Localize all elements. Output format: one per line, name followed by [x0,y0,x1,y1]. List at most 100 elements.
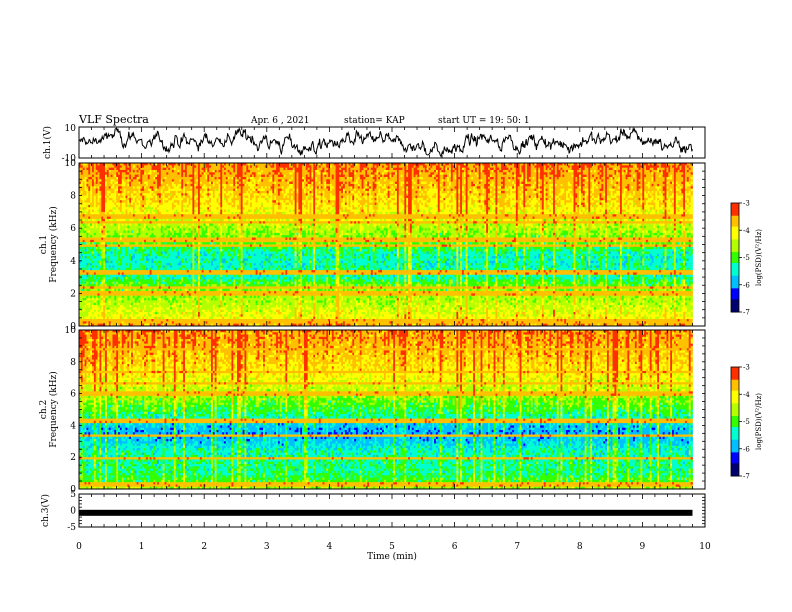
ch1-spectrogram-cell [501,168,509,171]
ch1-spectrogram-cell [231,226,237,229]
ch1-spectrogram-cell [670,198,674,201]
ch1-spectrogram-cell [644,196,648,199]
ch1-spectrogram-cell [360,221,368,224]
ch1-spectrogram-cell [205,224,209,227]
ch1-spectrogram-cell [585,168,589,171]
ch1-spectrogram-cell [527,175,531,178]
ch1-spectrogram-cell [131,182,139,185]
ch1-spectrogram-cell [254,212,258,215]
ch1-spectrogram-cell [222,175,235,178]
ch1-spectrogram-cell [473,193,477,196]
ch1-spectrogram-cell [471,207,481,210]
ch1-spectrogram-cell [691,193,693,196]
ch1-spectrogram-cell [298,205,302,208]
ch1-spectrogram-cell [466,175,470,178]
ch1-spectrogram-cell [560,198,566,201]
ch1-spectrogram-cell [674,168,680,171]
ch1-spectrogram-cell [135,205,141,208]
ch1-spectrogram-cell [150,175,156,178]
ch1-spectrogram-cell [562,212,566,215]
ch1-spectrogram-cell [83,179,87,182]
ch1-spectrogram-cell [455,217,483,220]
ch1-spectrogram-cell [637,224,641,227]
ch1-spectrogram-cell [429,207,433,210]
ch1-spectrogram-cell [302,198,306,201]
ch1-spectrogram-cell [174,179,180,182]
ch1-spectrogram-cell [243,189,249,192]
ch1-spectrogram-cell [274,179,278,182]
ch1-spectrogram-cell [315,196,321,199]
ch1-spectrogram-cell [298,175,302,178]
ch1-spectrogram-cell [581,207,585,210]
ch1-spectrogram-cell [285,200,289,203]
ch1-spectrogram-cell [308,198,312,201]
ch1-spectrogram-cell [663,182,667,185]
ch1-spectrogram-cell [330,172,336,175]
ch1-spectrogram-cell [440,172,444,175]
ch1-spectrogram-cell [248,168,258,171]
ch1-spectrogram-cell [96,168,106,171]
ch1-spectrogram-cell [168,210,176,213]
ch1-spectrogram-cell [600,198,604,201]
ch1-spectrogram-cell [224,165,232,168]
ch1-spectrogram-cell [302,172,310,175]
ch1-spectrogram-cell [486,198,490,201]
ch1-spectrogram-cell [590,177,596,180]
ch1-spectrogram-cell [92,191,96,194]
ch1-spectrogram-cell [538,196,542,199]
ch1-spectrogram-cell [88,177,92,180]
ch1-spectrogram-cell [549,205,553,208]
ch1-spectrogram-cell [122,165,126,168]
ch1-spectrogram-cell [150,177,154,180]
ch1-spectrogram-cell [430,198,438,201]
ch1-spectrogram-cell [289,165,293,168]
ch1-spectrogram-cell [389,224,395,227]
ch1-spectrogram-cell [192,165,196,168]
ch1-spectrogram-cell [592,165,598,168]
ch1-spectrogram-cell [298,189,302,192]
ch1-spectrogram-cell [429,196,433,199]
ch1-spectrogram-cell [165,196,169,199]
ch1-spectrogram-cell [525,196,529,199]
ch1-spectrogram-cell [546,221,554,224]
ch1-spectrogram-cell [211,198,217,201]
ch1-spectrogram-cell [376,179,384,182]
ch1-spectrogram-cell [200,205,210,208]
ch1-spectrogram-cell [79,205,87,208]
ch1-spectrogram-cell [575,191,579,194]
ch1-spectrogram-cell [280,184,290,187]
ch1-spectrogram-cell [174,165,182,168]
ch1-spectrogram-cell [257,189,265,192]
ch1-spectrogram-cell [116,198,120,201]
ch1-spectrogram-cell [202,182,210,185]
ch1-spectrogram-cell [122,184,126,187]
ch1-spectrogram-cell [590,189,594,192]
ch1-spectrogram-cell [540,168,544,171]
ch1-spectrogram-cell [557,207,567,210]
ch1-spectrogram-cell [243,205,251,208]
ch1-spectrogram-cell [92,177,96,180]
ch1-spectrogram-cell [254,193,260,196]
ch1-spectrogram-cell [369,200,373,203]
ch1-spectrogram-cell [200,177,206,180]
ch1-spectrogram-cell [380,189,386,192]
ch1-spectrogram-cell [194,224,198,227]
ch1-spectrogram-cell [261,175,265,178]
ch1-spectrogram-cell [85,224,89,227]
ch1-spectrogram-cell [239,193,243,196]
ch1-spectrogram-cell [170,191,176,194]
ch1-spectrogram-cell [557,205,561,208]
ch1-spectrogram-cell [369,205,373,208]
ch1-spectrogram-cell [99,172,109,175]
ch1-spectrogram-cell [605,214,613,217]
ch1-spectrogram-cell [326,198,330,201]
ch1-spectrogram-cell [681,191,685,194]
ch1-spectrogram-cell [83,165,89,168]
ch1-spectrogram-cell [427,193,435,196]
ch1-spectrogram-cell [391,207,397,210]
ch1-spectrogram-cell [152,172,160,175]
ch1-spectrogram-cell [440,205,444,208]
ch1-spectrogram-cell [609,175,613,178]
ch1-spectrogram-cell [161,175,182,178]
ch1-spectrogram-cell [622,207,628,210]
